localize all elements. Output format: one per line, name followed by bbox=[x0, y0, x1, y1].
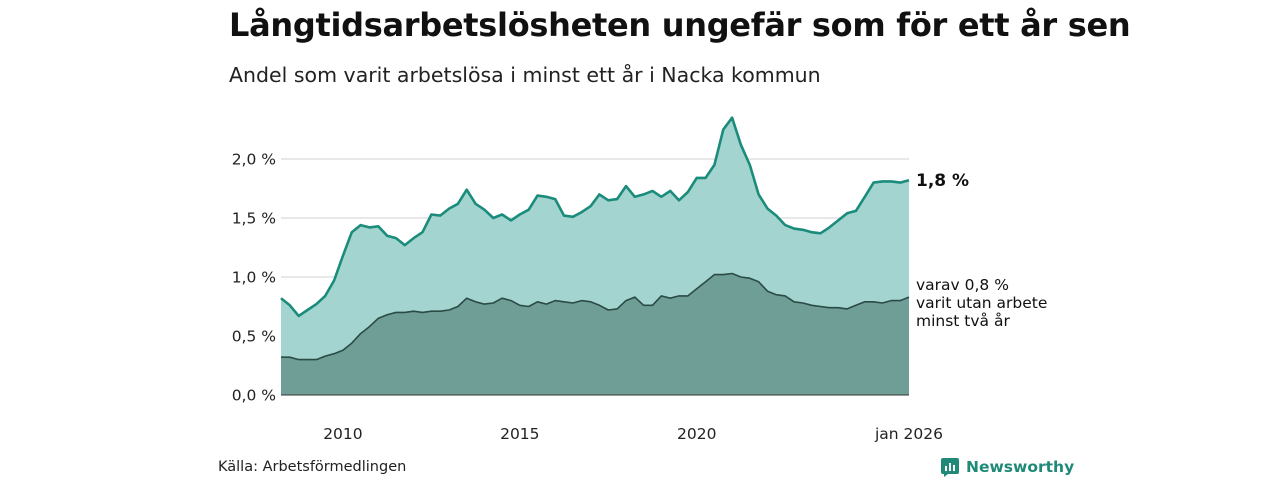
x-tick-label: jan 2026 bbox=[874, 425, 943, 443]
x-tick-label: 2020 bbox=[677, 425, 716, 443]
brand-name: Newsworthy bbox=[966, 458, 1075, 476]
area-two-year bbox=[281, 273, 909, 395]
chart-title: Långtidsarbetslösheten ungefär som för e… bbox=[229, 6, 1131, 44]
series-end-label-two-year: minst två år bbox=[916, 312, 1010, 330]
newsworthy-icon bbox=[941, 458, 959, 477]
y-tick-label: 1,5 % bbox=[232, 210, 276, 228]
axes: 0,0 % 0,5 % 1,0 % 1,5 % 2,0 % 2010 2015 2020 jan… bbox=[232, 151, 943, 444]
y-tick-label: 0,0 % bbox=[232, 387, 276, 405]
line-two-year bbox=[281, 272, 910, 361]
chart-subtitle: Andel som varit arbetslösa i minst ett å… bbox=[229, 63, 821, 87]
series-end-label-two-year: varit utan arbete bbox=[916, 294, 1047, 312]
series-end-label-total: 1,8 % bbox=[916, 171, 969, 191]
areas bbox=[280, 116, 910, 395]
series-end-label-two-year: varav 0,8 % bbox=[916, 276, 1009, 294]
y-tick-label: 1,0 % bbox=[232, 269, 276, 287]
y-tick-label: 2,0 % bbox=[232, 151, 276, 169]
line-total bbox=[280, 116, 910, 318]
source-note: Källa: Arbetsförmedlingen bbox=[218, 459, 407, 475]
brand-logo: Newsworthy bbox=[940, 457, 1074, 477]
y-tick-label: 0,5 % bbox=[232, 328, 276, 346]
x-tick-label: 2015 bbox=[500, 425, 539, 443]
x-tick-label: 2010 bbox=[323, 425, 362, 443]
